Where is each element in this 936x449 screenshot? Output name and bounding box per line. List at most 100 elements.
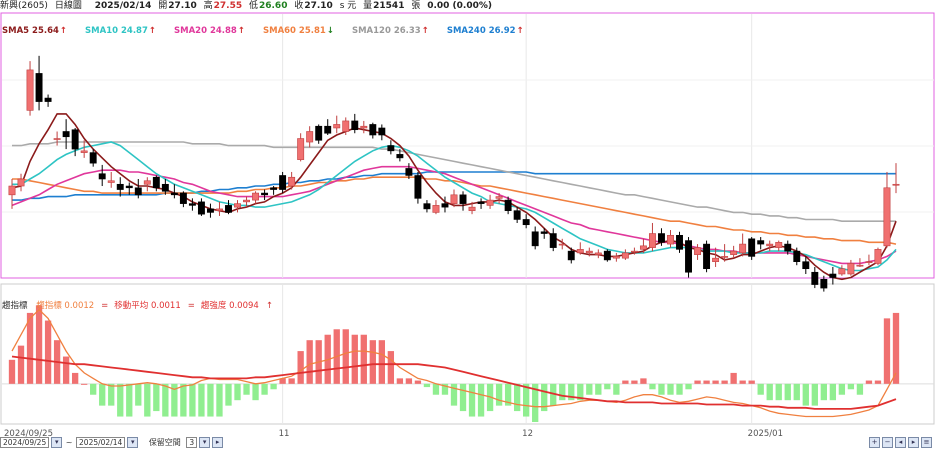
open-value: 27.10 [168, 1, 197, 11]
keep-space-apply-icon[interactable]: ▸ [212, 437, 224, 448]
candle-up [648, 233, 656, 248]
indicator-trend-arrow: = [101, 301, 109, 311]
candle-up [297, 138, 305, 160]
osc-bar-positive [297, 351, 304, 384]
osc-bar-negative [811, 383, 818, 406]
indicator-legend-item: 移動平均 0.0011 [114, 301, 181, 311]
settings-icon[interactable]: ≡ [921, 437, 932, 448]
volume-value: 21541 [373, 1, 405, 11]
to-date-dropdown-icon[interactable]: ▾ [127, 437, 139, 448]
ma-legend-item: SMA5 25.64↑ [2, 26, 76, 36]
volume-label: 量 [363, 1, 373, 11]
osc-bar-negative [577, 383, 584, 401]
osc-bar-negative [649, 383, 656, 390]
osc-bar-negative [117, 383, 124, 417]
volume-unit: 張 [411, 1, 421, 11]
osc-bar-positive [640, 378, 647, 384]
osc-bar-negative [559, 383, 566, 401]
osc-bar-positive [342, 329, 349, 384]
candle-down [757, 240, 765, 245]
candle-up [585, 250, 593, 254]
osc-bar-negative [775, 383, 782, 401]
candle-down [829, 273, 837, 278]
ma-legend-item: SMA240 26.92↑ [447, 26, 533, 36]
ma-legend-item: SMA120 26.33↑ [352, 26, 438, 36]
osc-bar-negative [252, 383, 259, 401]
osc-bar-positive [369, 340, 376, 384]
zoom-out-icon[interactable]: − [882, 437, 893, 448]
osc-bar-positive [694, 380, 701, 384]
keep-space-dropdown-icon[interactable]: ▾ [199, 437, 211, 448]
scroll-right-icon[interactable]: ▸ [908, 437, 919, 448]
ma-legend-value: SMA5 25.64 [2, 26, 59, 36]
candle-up [333, 124, 341, 129]
candle-down [793, 250, 801, 262]
osc-bar-negative [198, 383, 205, 417]
scroll-left-icon[interactable]: ◂ [895, 437, 906, 448]
osc-bar-negative [820, 383, 827, 401]
candle-up [594, 252, 602, 255]
candle-down [802, 261, 810, 270]
candle-up [234, 203, 241, 208]
candle-down [549, 233, 557, 248]
osc-bar-negative [90, 383, 97, 395]
osc-bar-positive [351, 334, 358, 384]
candle-up [874, 249, 882, 264]
candle-up [883, 187, 891, 247]
osc-bar-positive [387, 351, 395, 384]
osc-bar-positive [405, 378, 413, 384]
candle-up [288, 176, 296, 187]
candle-down [62, 131, 70, 138]
candle-down [89, 152, 97, 164]
candle-up [766, 243, 774, 247]
indicator-legend: 趨指標 趨指標 0.0012 = 移動平均 0.0011 = 趨強度 0.0094 ↑ [2, 299, 285, 311]
from-date-dropdown-icon[interactable]: ▾ [51, 437, 63, 448]
osc-bar-negative [216, 383, 223, 417]
candle-down [540, 231, 548, 234]
to-date-field[interactable]: 2025/02/14 [76, 437, 126, 448]
ma-legend-value: SMA20 24.88 [174, 26, 237, 36]
bottom-toolbar: 2024/09/25 ▾ ~ 2025/02/14 ▾ 保留空間 3 ▾ ▸ + − ◂ ▸ ≡ [0, 437, 936, 449]
osc-bar-positive [35, 305, 43, 384]
x-axis-label: 2025/01 [748, 429, 783, 439]
osc-bar-negative [135, 383, 142, 406]
osc-bar-negative [243, 383, 250, 395]
low-value: 26.60 [258, 1, 288, 11]
candle-down [405, 168, 413, 176]
osc-bar-negative [108, 383, 115, 406]
candle-up [252, 192, 260, 201]
low-label: 低 [248, 1, 258, 11]
candle-up [721, 256, 729, 258]
candle-down [369, 124, 377, 136]
from-date-field[interactable]: 2024/09/25 [0, 437, 50, 448]
open-label: 開 [158, 1, 168, 11]
candle-down [441, 203, 449, 208]
ma-legend-value: SMA120 26.33 [351, 26, 421, 36]
quote-header: 新興(2605) 日線圖 2025/02/14 開27.10 高27.55 低2… [0, 0, 936, 12]
osc-bar-negative [207, 383, 214, 417]
candle-down [531, 231, 539, 247]
candle-down [522, 219, 530, 226]
candle-down [513, 210, 521, 220]
candle-up [486, 199, 494, 206]
candle-up [892, 183, 900, 186]
keep-space-field[interactable]: 3 [186, 437, 198, 448]
x-axis-label: 2024/09/25 [4, 429, 53, 439]
ma-trend-arrow: ↑ [237, 26, 245, 36]
osc-bar-positive [62, 356, 70, 384]
osc-bar-negative [604, 383, 611, 390]
osc-bar-negative [423, 383, 431, 388]
ma-legend-value: SMA10 24.87 [85, 26, 148, 36]
osc-bar-negative [495, 383, 503, 406]
zoom-in-icon[interactable]: + [869, 437, 880, 448]
osc-bar-negative [441, 383, 449, 395]
osc-bar-negative [189, 383, 196, 417]
osc-bar-positive [883, 318, 891, 384]
close-value: 27.10 [304, 1, 333, 11]
candle-down [188, 203, 196, 206]
candle-down [658, 233, 665, 243]
candle-down [820, 278, 828, 289]
osc-bar-negative [757, 383, 764, 395]
